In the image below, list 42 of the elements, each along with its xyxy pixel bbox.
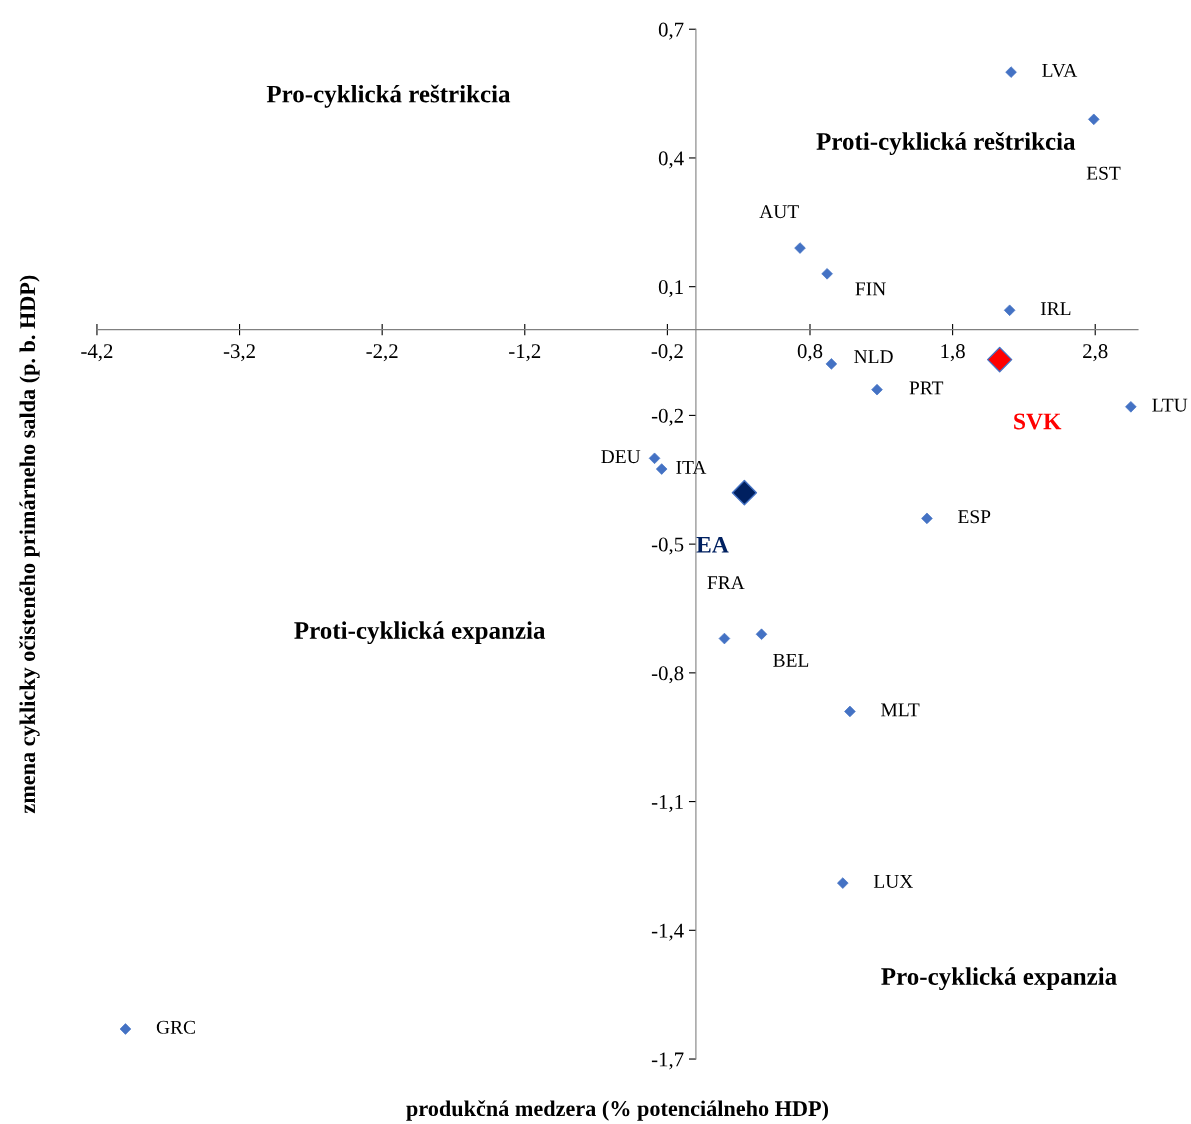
y-tick-label: 0,7 bbox=[658, 22, 684, 40]
y-tick-label: -1,1 bbox=[651, 795, 683, 813]
series-label: LVA bbox=[1042, 63, 1078, 78]
point bbox=[986, 346, 1013, 373]
series-label: LTU bbox=[1152, 398, 1188, 412]
x-tick-label: 0,8 bbox=[797, 344, 823, 362]
series-label: LUX bbox=[873, 875, 913, 888]
y-tick-label: -0,2 bbox=[651, 408, 683, 426]
series-label: ESP bbox=[958, 510, 991, 524]
annotation: Pro-cyklická expanzia bbox=[881, 967, 1117, 991]
series-label: BEL bbox=[773, 653, 809, 667]
annotation: Proti-cyklická expanzia bbox=[294, 621, 546, 645]
series-label: DEU bbox=[601, 450, 641, 464]
annotation: Pro-cyklická reštrikcia bbox=[266, 84, 511, 108]
x-tick-label: -1,2 bbox=[509, 344, 541, 362]
y-axis-title: zmena cyklicky očisteného primárneho salda (p. b. HDP) bbox=[19, 275, 40, 814]
y-tick-label: -0,8 bbox=[651, 666, 684, 684]
series-label: NLD bbox=[854, 350, 893, 364]
series-label: ITA bbox=[676, 460, 707, 474]
text: EST bbox=[1086, 166, 1121, 180]
series-label: FIN bbox=[855, 282, 886, 296]
text: FRA bbox=[707, 576, 745, 590]
y-tick-label: -1,7 bbox=[651, 1052, 684, 1070]
series-label: AUT bbox=[759, 205, 799, 219]
y-tick-label: -1,4 bbox=[651, 923, 684, 941]
annotation: Proti-cyklická reštrikcia bbox=[816, 132, 1076, 156]
series-label: MLT bbox=[881, 703, 920, 717]
y-tick-label: 0,1 bbox=[658, 280, 683, 298]
y-tick-label: 0,4 bbox=[658, 151, 684, 169]
x-tick-label: 1,8 bbox=[941, 344, 965, 362]
x-tick-label: -4,2 bbox=[81, 344, 113, 362]
series-label: EA bbox=[696, 536, 729, 553]
series-label: GRC bbox=[156, 1020, 195, 1034]
series-label: SVK bbox=[1014, 413, 1062, 430]
x-tick-label: -2,2 bbox=[366, 344, 398, 362]
series-label: PRT bbox=[909, 381, 944, 395]
x-tick-label: -3,2 bbox=[223, 344, 255, 362]
point bbox=[731, 479, 758, 506]
y-tick-label: -0,5 bbox=[651, 537, 684, 555]
x-axis-title: produkčná medzera (% potenciálneho HDP) bbox=[406, 1100, 829, 1121]
x-tick-label: 2,8 bbox=[1083, 344, 1108, 362]
series-label: IRL bbox=[1040, 302, 1071, 315]
